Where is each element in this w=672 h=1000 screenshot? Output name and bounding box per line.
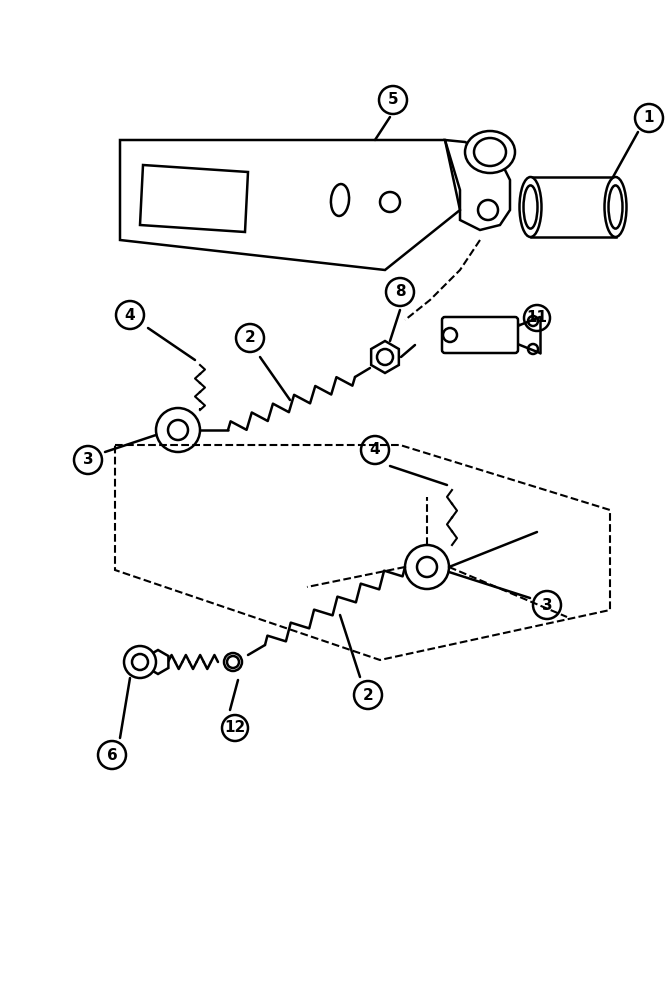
Text: 2: 2	[245, 330, 255, 346]
Ellipse shape	[465, 131, 515, 173]
Text: 6: 6	[107, 748, 118, 762]
Ellipse shape	[519, 177, 542, 237]
Polygon shape	[371, 341, 399, 373]
Ellipse shape	[605, 177, 626, 237]
Circle shape	[124, 646, 156, 678]
Text: 8: 8	[394, 284, 405, 300]
Bar	[530, 177, 616, 237]
Text: 4: 4	[370, 442, 380, 458]
Ellipse shape	[224, 653, 242, 671]
Text: 12: 12	[224, 720, 246, 736]
Text: 11: 11	[526, 310, 548, 326]
Text: 3: 3	[542, 597, 552, 612]
Text: 3: 3	[83, 452, 93, 468]
Text: 4: 4	[125, 308, 135, 322]
Ellipse shape	[443, 328, 457, 342]
FancyBboxPatch shape	[442, 317, 518, 353]
Text: 1: 1	[644, 110, 655, 125]
Text: 5: 5	[388, 93, 398, 107]
Text: 2: 2	[363, 688, 374, 702]
